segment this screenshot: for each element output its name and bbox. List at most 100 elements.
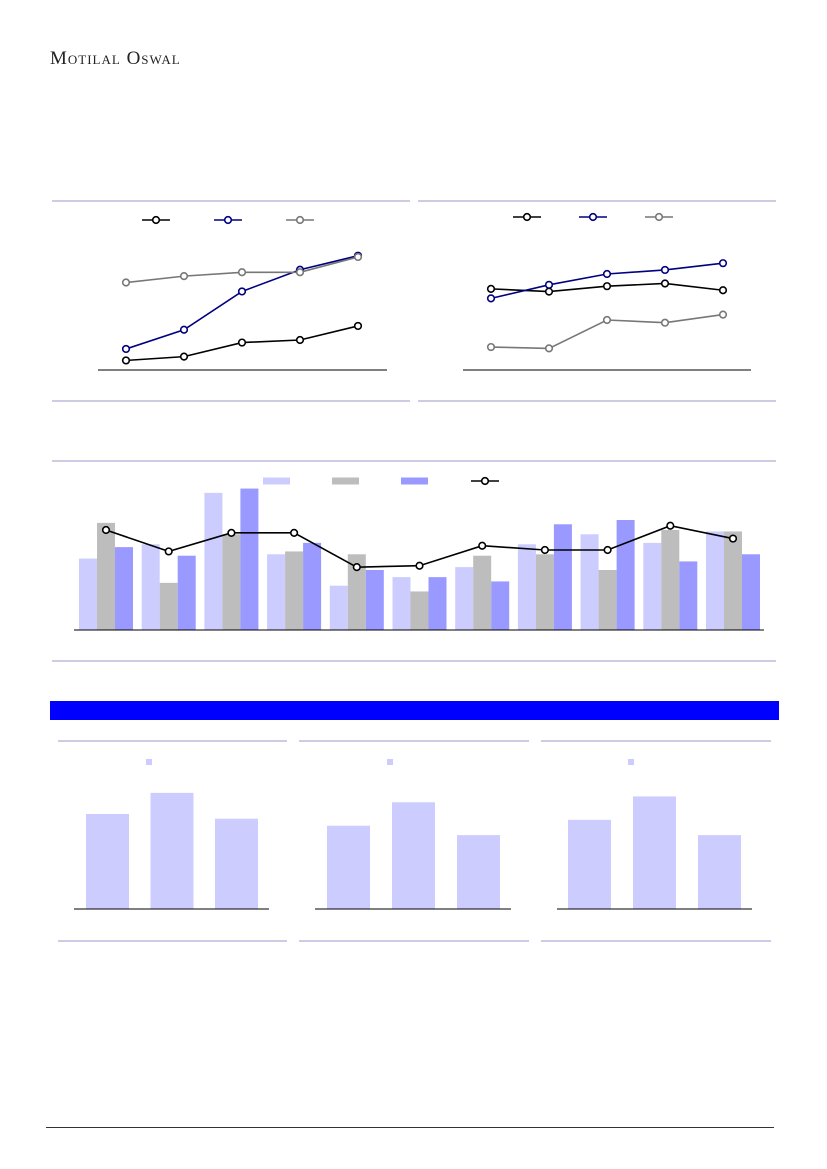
chart3-bar-2-2 — [159, 582, 178, 630]
chart3-bar-2-8 — [535, 554, 554, 630]
chart2-series-3-point-2 — [544, 344, 554, 353]
chart3-bar-2-10 — [661, 530, 680, 630]
chart1-series-1-point-4 — [295, 335, 305, 345]
chart3-bar-3-7 — [491, 581, 510, 630]
chart1-series-3-point-3 — [237, 268, 247, 277]
chart1-series-1-point-1 — [121, 356, 131, 365]
chart1-series-2-point-1 — [121, 344, 131, 354]
chart1-legend-marker-3 — [295, 215, 305, 225]
chart3-bar-2-7 — [473, 555, 492, 630]
chart3-bar-1-1 — [79, 558, 97, 630]
chart4-bar-1 — [86, 814, 129, 909]
chart2-series-3-point-4 — [660, 318, 670, 327]
chart4-legend-key — [146, 759, 152, 765]
chart3-bar-2-11 — [724, 531, 742, 630]
chart2-legend-marker-1 — [522, 212, 532, 222]
chart5-bar-3 — [457, 835, 500, 909]
chart3-bar-1-7 — [455, 567, 474, 630]
brand-logo: Motilal Oswal — [50, 48, 181, 69]
chart1-series-2-point-2 — [179, 325, 189, 334]
chart3-line-point-1 — [101, 525, 111, 535]
chart3-line-point-6 — [415, 561, 424, 570]
chart1-series-3-point-4 — [295, 268, 305, 277]
chart2-series-3-point-3 — [602, 315, 612, 325]
footer-rule — [46, 1127, 774, 1128]
chart2-series-3-point-5 — [718, 310, 728, 319]
chart3-bar-1-11 — [706, 531, 724, 630]
chart3-bar-1-9 — [580, 534, 599, 630]
chart2-series-2-point-3 — [602, 269, 612, 279]
chart3-line-point-9 — [603, 545, 612, 555]
chart3-bar-3-2 — [177, 555, 196, 630]
chart5-bar-1 — [327, 825, 370, 909]
chart2-series-2-line — [490, 262, 724, 300]
chart6-legend-key — [628, 759, 634, 765]
chart3-bar-3-4 — [303, 542, 322, 630]
chart5-bar-2 — [392, 802, 435, 909]
chart3-legend-key-3 — [401, 477, 428, 485]
chart3-bar-3-5 — [365, 570, 384, 630]
chart4-bar-2 — [150, 792, 194, 909]
chart2-series-2-point-1 — [486, 294, 496, 303]
chart3-bar-3-11 — [742, 554, 760, 630]
chart5-legend-key — [387, 759, 393, 765]
chart3-bar-2-3 — [222, 534, 241, 630]
chart3-line-point-10 — [666, 521, 675, 530]
chart3-bar-2-9 — [598, 570, 617, 630]
chart1-series-3-point-5 — [353, 252, 363, 262]
chart3-line-point-4 — [290, 528, 299, 537]
chart3-bar-1-10 — [643, 542, 662, 630]
chart6-bar-1 — [568, 819, 611, 909]
chart3-bar-2-4 — [285, 551, 304, 630]
chart2-legend-marker-2 — [588, 212, 598, 222]
chart6-bar-2 — [633, 796, 676, 909]
chart2-series-3-point-1 — [486, 342, 496, 352]
chart2-series-1-point-1 — [486, 284, 496, 293]
chart1-series-1-point-3 — [237, 338, 247, 347]
chart3-legend-marker-4 — [480, 476, 490, 486]
chart3-bar-3-1 — [115, 547, 133, 630]
chart3-bar-3-9 — [616, 520, 635, 630]
chart3-bar-2-1 — [97, 522, 115, 630]
chart1-legend-marker-1 — [151, 215, 161, 225]
chart1-series-2-point-3 — [237, 287, 247, 296]
chart3-line-point-8 — [540, 545, 550, 555]
chart2-series-1-point-4 — [660, 279, 670, 288]
chart3-bar-2-5 — [347, 554, 366, 630]
chart3-bar-3-10 — [679, 561, 698, 630]
chart3-legend-key-1 — [263, 477, 290, 485]
chart1-series-1-point-2 — [179, 352, 189, 361]
chart3-bar-1-2 — [141, 544, 160, 630]
chart3-bar-2-6 — [410, 591, 429, 630]
chart4-bar-3 — [215, 818, 258, 909]
chart3-bar-1-3 — [204, 492, 223, 630]
chart1-series-3-point-1 — [121, 278, 131, 287]
chart3-bar-1-5 — [329, 585, 348, 630]
chart2-series-1-point-3 — [602, 282, 612, 291]
chart2-series-1-point-5 — [718, 286, 728, 295]
chart2-series-1-point-2 — [544, 287, 554, 296]
chart3-bar-1-8 — [517, 544, 536, 630]
chart3-line-point-5 — [352, 563, 361, 572]
chart3-bar-3-8 — [553, 524, 572, 630]
chart3-line-point-2 — [164, 547, 173, 556]
chart1-series-1-point-5 — [353, 321, 363, 331]
chart3-legend-key-2 — [332, 477, 359, 485]
chart2-legend-marker-3 — [654, 212, 664, 222]
chart6-bar-3 — [698, 835, 741, 909]
chart3-line-point-7 — [478, 541, 487, 550]
chart3-bar-3-3 — [240, 488, 259, 630]
chart1-legend-marker-2 — [223, 215, 233, 225]
section-header-bar — [50, 701, 779, 720]
chart3-line-series — [105, 524, 734, 568]
chart3-bar-1-6 — [392, 577, 411, 630]
chart3-line-point-3 — [227, 528, 236, 537]
chart2-series-2-point-5 — [718, 259, 728, 268]
chart2-series-2-point-2 — [544, 280, 554, 289]
chart2-series-2-point-4 — [660, 265, 670, 275]
chart3-bar-1-4 — [267, 554, 286, 630]
chart3-bar-3-6 — [428, 577, 447, 630]
chart3-line-point-11 — [728, 534, 738, 543]
chart1-series-3-point-2 — [179, 272, 189, 281]
